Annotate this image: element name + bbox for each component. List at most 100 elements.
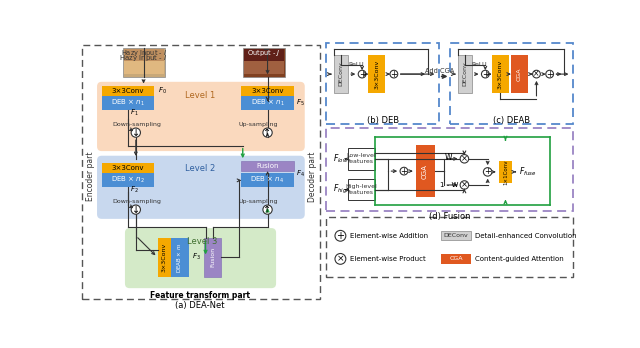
Text: DEConv: DEConv [444,233,468,238]
Text: +: + [390,70,397,79]
Text: Element-wise Addition: Element-wise Addition [349,233,428,239]
Text: ×: × [461,181,468,189]
Bar [241,161,294,171]
Text: W: W [445,153,452,162]
Text: $F_5$: $F_5$ [296,98,305,109]
Text: CGA: CGA [517,68,522,81]
Text: DEB × $n_1$: DEB × $n_1$ [250,98,285,109]
Text: 3×3Conv: 3×3Conv [497,60,502,89]
Text: ↑: ↑ [264,128,271,137]
FancyBboxPatch shape [97,82,305,151]
Bar [102,173,154,187]
Text: (c) DEAB: (c) DEAB [493,116,530,125]
Bar [415,145,435,197]
Bar [83,45,320,299]
Bar [124,49,164,61]
Text: $F_1$: $F_1$ [129,108,138,118]
Bar [511,55,528,93]
Text: Fusion: Fusion [210,247,215,267]
Text: Up-sampling: Up-sampling [239,122,278,127]
Circle shape [335,253,346,264]
Bar [441,231,470,240]
Bar [244,61,284,74]
Circle shape [546,70,554,78]
Text: Add CGA: Add CGA [425,68,454,74]
Text: (b) DEB: (b) DEB [367,116,399,125]
Bar [243,48,285,77]
Circle shape [131,205,140,214]
Text: 1 - W: 1 - W [440,182,458,188]
Text: Feature transform part: Feature transform part [150,291,250,300]
FancyBboxPatch shape [97,156,305,219]
Text: Fusion: Fusion [256,163,279,169]
Text: DEConv: DEConv [339,62,344,86]
Text: Content-guided Attention: Content-guided Attention [476,256,564,262]
Text: DEB × $n_4$: DEB × $n_4$ [250,175,285,185]
Text: Encoder part: Encoder part [86,152,95,201]
Text: (d) Fusion: (d) Fusion [429,212,470,221]
Text: ↓: ↓ [132,128,140,137]
Text: Output - $J$: Output - $J$ [247,48,280,57]
Bar [348,148,374,169]
Text: +: + [358,70,365,79]
Text: Decoder part: Decoder part [308,151,317,202]
Bar [326,217,573,277]
Circle shape [481,70,489,78]
Text: 3×3Conv: 3×3Conv [252,88,284,94]
Text: 3×3Conv: 3×3Conv [112,88,144,94]
Text: Detail-enhanced Convolution: Detail-enhanced Convolution [476,233,577,239]
Circle shape [483,168,492,176]
Bar [124,61,164,74]
Text: ×: × [337,254,344,263]
Text: Low-level
features: Low-level features [346,153,376,164]
Circle shape [263,205,272,214]
Text: Down-sampling: Down-sampling [113,199,161,204]
Circle shape [358,70,366,78]
Text: $F_0$: $F_0$ [158,86,167,96]
Text: High-level
features: High-level features [346,184,377,195]
Text: $F_3$: $F_3$ [191,252,200,262]
Bar [334,55,348,93]
Circle shape [460,155,468,163]
Text: 3×3Conv: 3×3Conv [112,165,144,172]
Bar [157,238,172,277]
Text: $F_2$: $F_2$ [129,185,138,196]
Text: +: + [546,70,553,79]
Text: ReLU: ReLU [348,62,364,68]
Text: $F_{high}$: $F_{high}$ [333,183,350,196]
Bar [102,164,154,173]
Text: DEB × $n_2$: DEB × $n_2$ [111,175,145,185]
Bar [102,86,154,96]
Text: Level 2: Level 2 [185,164,215,173]
Bar [492,55,509,93]
Text: +: + [337,231,344,241]
Circle shape [532,70,540,78]
Circle shape [335,230,346,241]
Bar [244,49,284,61]
Bar [241,96,294,110]
Text: CGA: CGA [422,164,428,179]
Text: Hazy Input - $I$: Hazy Input - $I$ [120,48,166,57]
Text: DEConv: DEConv [463,62,468,86]
Circle shape [460,181,468,189]
Text: Down-sampling: Down-sampling [113,122,161,127]
Text: ×: × [461,154,468,163]
Text: ReLU: ReLU [471,62,487,68]
Text: +: + [484,167,491,176]
Text: CGA: CGA [449,256,463,261]
Bar [368,55,385,93]
Bar [348,179,374,200]
Bar [441,254,470,263]
Text: $F_4$: $F_4$ [296,168,305,179]
Bar [499,161,513,183]
Bar [326,128,573,211]
Circle shape [131,128,140,137]
Bar [241,173,294,187]
Text: (a) DEA-Net: (a) DEA-Net [175,301,225,310]
Text: Level 3: Level 3 [188,237,218,246]
Bar [244,49,284,74]
Text: 3×3Conv: 3×3Conv [162,243,167,272]
Text: Up-sampling: Up-sampling [239,199,278,204]
Text: Element-wise Product: Element-wise Product [349,256,426,262]
Text: DEAB × $n_3$: DEAB × $n_3$ [175,242,184,273]
